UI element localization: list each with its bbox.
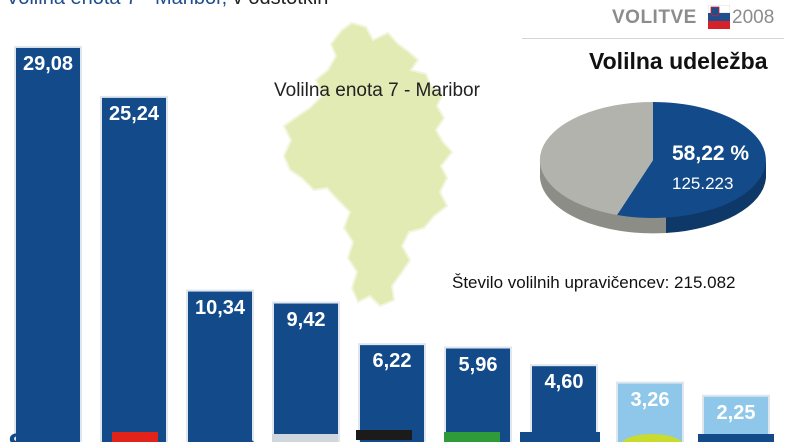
party-logo-dark	[356, 430, 412, 440]
bar	[444, 346, 512, 442]
bar-value-label: 5,96	[458, 353, 498, 376]
elections-logo: VOLITVE 2008	[612, 3, 784, 31]
party-logo-yellow	[621, 434, 683, 442]
bar	[616, 381, 684, 442]
divider	[522, 38, 784, 39]
chart-title: Volilna enota 7 - Maribor, v odstotkih	[6, 0, 328, 10]
eligible-voters: Število volilnih upravičencev: 215.082	[452, 273, 736, 292]
title-region: Volilna enota 7 - Maribor,	[6, 0, 227, 9]
party-logo-blue	[520, 432, 600, 442]
bar-value-label: 2,25	[716, 401, 756, 424]
bar	[358, 343, 426, 442]
turnout-title: Volilna udeležba	[589, 48, 768, 74]
party-logo-red	[112, 432, 158, 442]
logo-year: 2008	[732, 7, 775, 28]
party-logos: SDS	[8, 428, 774, 442]
turnout-count: 125.223	[672, 174, 734, 193]
bar-series	[14, 45, 770, 442]
logo-word: VOLITVE	[612, 7, 697, 28]
party-logo-green	[444, 432, 500, 442]
pie-blue-side	[666, 160, 766, 233]
title-unit: v odstotkih	[227, 0, 329, 9]
bar-value-label: 29,08	[22, 52, 74, 75]
pie-slice-nonvoters	[539, 101, 653, 215]
turnout-percent: 58,22 %	[672, 142, 750, 165]
slovenia-shield-icon	[708, 5, 730, 29]
pie-slice-turnout	[617, 102, 766, 218]
x-tick-label: SDS	[8, 428, 70, 442]
bar	[14, 45, 82, 442]
bar-value-label: 25,24	[108, 102, 160, 125]
bar-value-label: 3,26	[630, 388, 670, 411]
bar-value-label: 9,42	[286, 308, 326, 331]
party-logo-ellipse	[189, 434, 255, 442]
bar-value-label: 10,34	[194, 296, 246, 319]
district-map	[282, 21, 454, 308]
bar	[186, 289, 254, 442]
party-logo-gray	[272, 434, 338, 442]
party-logo-navy	[698, 434, 774, 442]
bar	[100, 95, 168, 442]
bar	[530, 364, 598, 442]
bar	[272, 301, 340, 442]
bar-value-label: 6,22	[372, 350, 412, 373]
turnout-pie	[539, 101, 766, 234]
bar-value-label: 4,60	[544, 371, 584, 394]
map-label: Volilna enota 7 - Maribor	[274, 80, 480, 101]
